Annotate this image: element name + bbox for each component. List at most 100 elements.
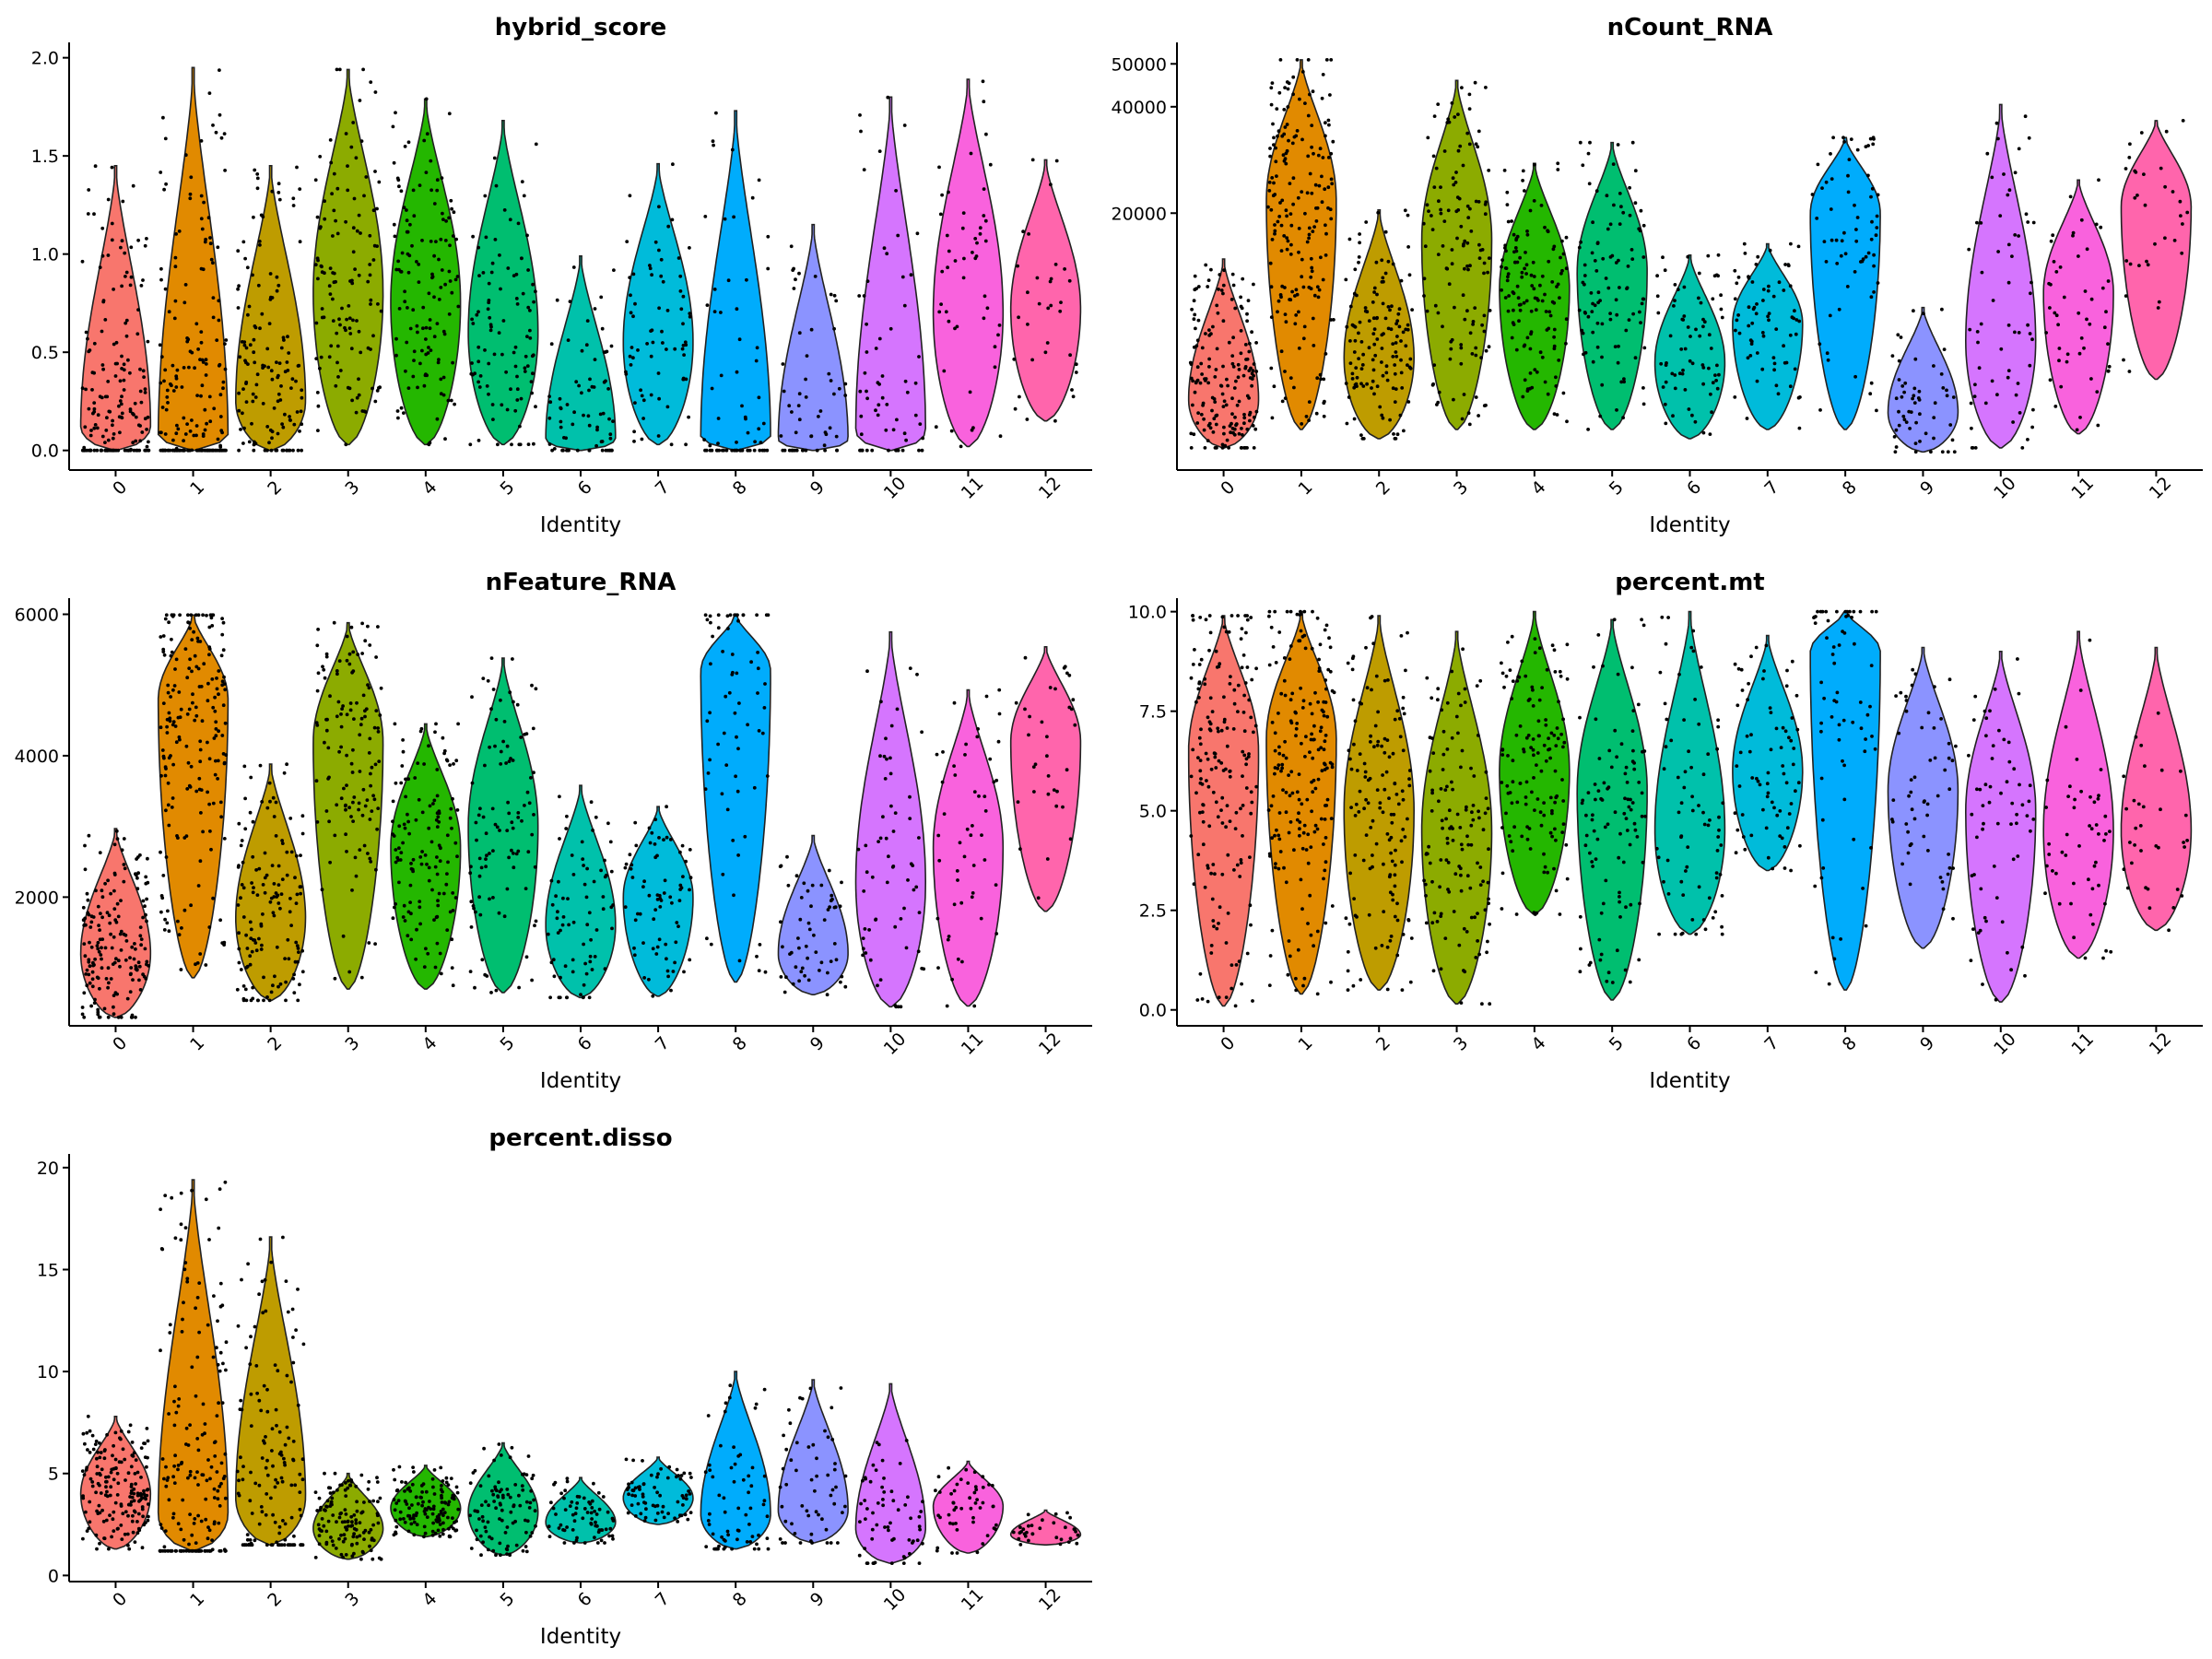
data-point xyxy=(983,809,988,813)
data-point xyxy=(134,439,138,443)
data-point xyxy=(1023,707,1027,712)
data-point xyxy=(97,1015,101,1019)
data-point xyxy=(1694,327,1698,332)
data-point xyxy=(1627,318,1631,322)
data-point xyxy=(1720,932,1724,936)
data-point xyxy=(299,891,302,896)
data-point xyxy=(1393,363,1397,367)
data-point xyxy=(1228,682,1232,686)
data-point xyxy=(171,796,175,800)
data-point xyxy=(135,857,139,861)
data-point xyxy=(666,224,671,229)
data-point xyxy=(1393,914,1397,919)
data-point xyxy=(1468,886,1473,890)
data-point xyxy=(1439,914,1443,918)
data-point xyxy=(2030,280,2033,285)
data-point xyxy=(435,872,440,877)
data-point xyxy=(203,407,207,412)
data-point xyxy=(406,306,409,310)
data-point xyxy=(1952,450,1957,454)
data-point xyxy=(1640,814,1644,818)
data-point xyxy=(216,777,220,781)
data-point xyxy=(347,316,352,321)
points-cluster-9 xyxy=(1890,307,1957,454)
data-point xyxy=(439,392,443,396)
data-point xyxy=(114,340,119,345)
data-point xyxy=(199,788,204,792)
data-point xyxy=(497,911,501,915)
data-point xyxy=(1207,648,1211,653)
data-point xyxy=(187,666,192,670)
data-point xyxy=(208,236,212,240)
data-point xyxy=(335,714,339,719)
data-point xyxy=(1312,724,1316,728)
data-point xyxy=(1742,241,1747,246)
data-point xyxy=(1552,344,1557,348)
data-point xyxy=(470,361,474,365)
data-point xyxy=(874,347,878,350)
data-point xyxy=(204,358,208,362)
data-point xyxy=(997,688,1002,692)
data-point xyxy=(960,226,965,230)
data-point xyxy=(1686,325,1690,329)
data-point xyxy=(1361,352,1365,357)
data-point xyxy=(858,448,863,453)
data-point xyxy=(1355,375,1359,380)
data-point xyxy=(1761,299,1765,302)
y-tick-label: 0.0 xyxy=(31,441,59,462)
data-point xyxy=(580,391,583,395)
data-point xyxy=(1321,156,1325,159)
data-point xyxy=(684,442,688,447)
data-point xyxy=(2013,233,2018,237)
data-point xyxy=(1542,852,1546,856)
data-point xyxy=(1592,665,1595,669)
data-point xyxy=(1277,712,1280,715)
data-point xyxy=(85,983,89,988)
data-point xyxy=(599,440,604,444)
data-point xyxy=(1218,905,1222,910)
data-point xyxy=(1979,221,1983,225)
data-point xyxy=(1394,354,1399,359)
data-point xyxy=(864,951,868,955)
data-point xyxy=(1210,408,1214,413)
data-point xyxy=(109,977,113,981)
data-point xyxy=(534,289,537,294)
data-point xyxy=(428,804,432,808)
data-point xyxy=(120,367,124,371)
data-point xyxy=(631,314,635,319)
data-point xyxy=(1327,636,1331,641)
data-point xyxy=(448,279,453,283)
data-point xyxy=(179,707,183,712)
violin-cluster-10 xyxy=(1964,103,2037,449)
data-point xyxy=(2163,184,2168,189)
data-point xyxy=(1424,853,1429,856)
data-point xyxy=(1392,432,1395,436)
data-point xyxy=(1324,734,1328,737)
data-point xyxy=(1197,663,1202,666)
data-point xyxy=(1196,285,1201,288)
data-point xyxy=(823,448,827,453)
data-point xyxy=(1312,344,1316,347)
data-point xyxy=(1509,840,1513,844)
data-point xyxy=(1277,90,1282,95)
data-point xyxy=(525,364,530,368)
data-point xyxy=(732,448,736,453)
data-point xyxy=(1196,853,1201,857)
data-point xyxy=(1733,395,1737,399)
data-point xyxy=(1294,734,1298,738)
data-point xyxy=(211,801,216,806)
data-point xyxy=(237,391,241,395)
data-point xyxy=(1544,759,1548,763)
data-point xyxy=(440,268,444,272)
data-point xyxy=(453,896,458,900)
data-point xyxy=(275,275,279,279)
data-point xyxy=(400,764,405,768)
data-point xyxy=(1284,320,1288,324)
data-point xyxy=(2104,310,2108,314)
data-point xyxy=(1658,670,1663,675)
data-point xyxy=(1511,759,1515,763)
data-point xyxy=(1361,384,1366,388)
data-point xyxy=(599,295,604,300)
panel-title: nFeature_RNA xyxy=(486,569,677,596)
data-point xyxy=(145,962,148,967)
